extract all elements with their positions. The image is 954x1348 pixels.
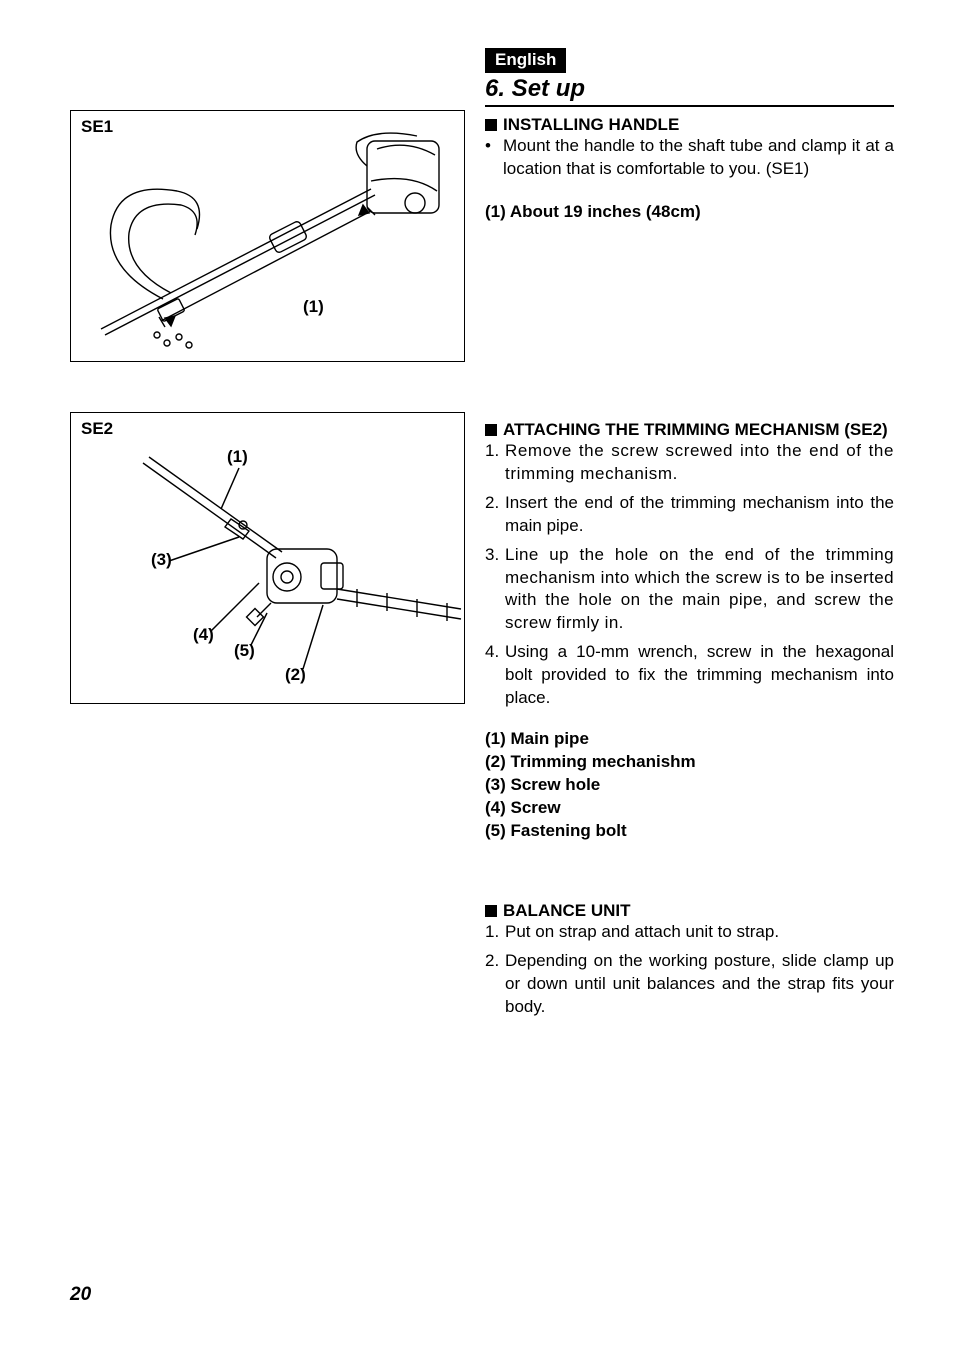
language-badge: English bbox=[485, 48, 566, 73]
attaching-legend-1: (1) Main pipe bbox=[485, 728, 894, 751]
figure-se2-callout-5: (5) bbox=[234, 641, 255, 661]
attaching-step-4: Using a 10-mm wrench, screw in the hexag… bbox=[505, 641, 894, 710]
text-column: English 6. Set up INSTALLING HANDLE • Mo… bbox=[485, 48, 894, 1025]
figure-se2-drawing bbox=[71, 413, 464, 703]
figure-se1-label: SE1 bbox=[81, 117, 113, 137]
two-column-layout: SE1 bbox=[70, 48, 894, 1025]
attaching-legend-4: (4) Screw bbox=[485, 797, 894, 820]
attaching-heading: ATTACHING THE TRIMMING MECHANISM (SE2) bbox=[485, 420, 894, 440]
figure-se1-callout-1: (1) bbox=[303, 297, 324, 317]
installing-handle-text: Mount the handle to the shaft tube and c… bbox=[503, 135, 894, 181]
square-bullet-icon bbox=[485, 905, 497, 917]
installing-handle-bullet: • Mount the handle to the shaft tube and… bbox=[485, 135, 894, 181]
figure-se2-callout-4: (4) bbox=[193, 625, 214, 645]
installing-handle-legend-1: (1) About 19 inches (48cm) bbox=[485, 201, 894, 224]
attaching-step-1: Remove the screw screwed into the end of… bbox=[505, 440, 894, 486]
attaching-heading-text: ATTACHING THE TRIMMING MECHANISM (SE2) bbox=[503, 420, 888, 439]
figure-se2-callout-2: (2) bbox=[285, 665, 306, 685]
figure-se1: SE1 bbox=[70, 110, 465, 362]
attaching-legend-2: (2) Trimming mechanishm bbox=[485, 751, 894, 774]
installing-handle-heading: INSTALLING HANDLE bbox=[485, 115, 894, 135]
balance-step-1: Put on strap and attach unit to strap. bbox=[505, 921, 779, 944]
balance-heading-text: BALANCE UNIT bbox=[503, 901, 631, 920]
figure-se2-callout-3: (3) bbox=[151, 550, 172, 570]
figure-se1-drawing bbox=[71, 111, 464, 361]
page-number: 20 bbox=[70, 1284, 91, 1306]
installing-handle-heading-text: INSTALLING HANDLE bbox=[503, 115, 679, 134]
figure-se2-callout-1: (1) bbox=[227, 447, 248, 467]
figure-se2: SE2 bbox=[70, 412, 465, 704]
balance-step-2: Depending on the working posture, slide … bbox=[505, 950, 894, 1019]
square-bullet-icon bbox=[485, 424, 497, 436]
figure-se2-label: SE2 bbox=[81, 419, 113, 439]
square-bullet-icon bbox=[485, 119, 497, 131]
attaching-legend-3: (3) Screw hole bbox=[485, 774, 894, 797]
attaching-step-2: Insert the end of the trimming mechanism… bbox=[505, 492, 894, 538]
attaching-step-3: Line up the hole on the end of the trimm… bbox=[505, 544, 894, 636]
balance-heading: BALANCE UNIT bbox=[485, 901, 894, 921]
page: SE1 bbox=[0, 0, 954, 1348]
attaching-legend-5: (5) Fastening bolt bbox=[485, 820, 894, 843]
figures-column: SE1 bbox=[70, 48, 465, 1025]
section-title: 6. Set up bbox=[485, 75, 894, 107]
